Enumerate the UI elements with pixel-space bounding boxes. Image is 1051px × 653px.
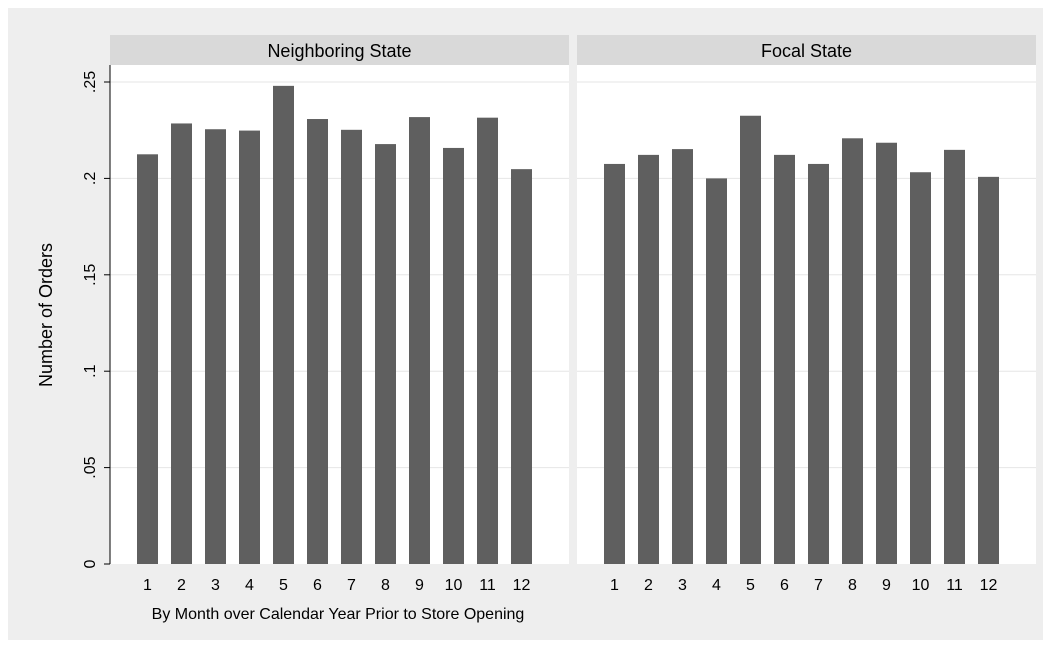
bar-1-9 xyxy=(409,117,430,564)
bar-2-10 xyxy=(910,172,931,564)
x-tick-label-1-6: 6 xyxy=(313,577,322,594)
x-tick-label-1-12: 12 xyxy=(513,577,531,594)
bar-2-4 xyxy=(706,178,727,564)
bar-2-6 xyxy=(774,154,795,564)
bar-2-1 xyxy=(604,163,625,564)
bar-1-1 xyxy=(137,154,158,565)
bar-2-5 xyxy=(740,115,761,565)
x-tick-label-2-3: 3 xyxy=(678,577,687,594)
bar-1-12 xyxy=(511,169,532,564)
bar-1-5 xyxy=(273,85,294,564)
bar-2-3 xyxy=(672,149,693,564)
panel-title-1: Neighboring State xyxy=(267,41,411,61)
x-tick-label-1-3: 3 xyxy=(211,577,220,594)
y-tick-label-1: .05 xyxy=(82,456,99,478)
x-tick-label-1-10: 10 xyxy=(445,577,463,594)
bar-1-4 xyxy=(239,130,260,564)
x-tick-label-2-5: 5 xyxy=(746,577,755,594)
bar-1-2 xyxy=(171,123,192,565)
bar-2-8 xyxy=(842,138,863,564)
bar-2-2 xyxy=(638,154,659,564)
x-tick-label-2-7: 7 xyxy=(814,577,823,594)
y-tick-label-0: 0 xyxy=(82,559,99,568)
x-tick-label-1-8: 8 xyxy=(381,577,390,594)
bar-1-11 xyxy=(477,117,498,564)
x-tick-label-2-12: 12 xyxy=(980,577,998,594)
panel-title-2: Focal State xyxy=(761,41,852,61)
bar-1-6 xyxy=(307,119,328,564)
x-tick-label-2-1: 1 xyxy=(610,577,619,594)
y-axis-label: Number of Orders xyxy=(36,243,56,387)
x-tick-label-2-6: 6 xyxy=(780,577,789,594)
x-tick-label-1-2: 2 xyxy=(177,577,186,594)
bar-2-12 xyxy=(978,176,999,564)
panel-header-1 xyxy=(110,35,569,65)
x-tick-label-1-7: 7 xyxy=(347,577,356,594)
bar-1-3 xyxy=(205,129,226,564)
x-tick-label-2-9: 9 xyxy=(882,577,891,594)
x-tick-label-1-4: 4 xyxy=(245,577,254,594)
y-tick-label-4: .2 xyxy=(82,172,99,185)
x-tick-label-2-11: 11 xyxy=(946,577,963,594)
bar-2-11 xyxy=(944,149,965,564)
y-tick-label-3: .15 xyxy=(82,264,99,286)
y-tick-label-2: .1 xyxy=(82,364,99,377)
bar-1-8 xyxy=(375,144,396,564)
bar-1-10 xyxy=(443,147,464,564)
x-tick-label-1-9: 9 xyxy=(415,577,424,594)
x-tick-label-1-11: 11 xyxy=(479,577,496,594)
x-tick-label-1-5: 5 xyxy=(279,577,288,594)
x-tick-label-2-4: 4 xyxy=(712,577,721,594)
x-axis-label: By Month over Calendar Year Prior to Sto… xyxy=(152,606,525,623)
y-tick-label-5: .25 xyxy=(82,71,99,93)
x-tick-label-2-2: 2 xyxy=(644,577,653,594)
bar-2-9 xyxy=(876,142,897,564)
panel-header-2 xyxy=(577,35,1036,65)
x-tick-label-2-10: 10 xyxy=(912,577,930,594)
x-tick-label-2-8: 8 xyxy=(848,577,857,594)
bar-2-7 xyxy=(808,163,829,564)
bar-1-7 xyxy=(341,129,362,565)
x-tick-label-1-1: 1 xyxy=(143,577,152,594)
